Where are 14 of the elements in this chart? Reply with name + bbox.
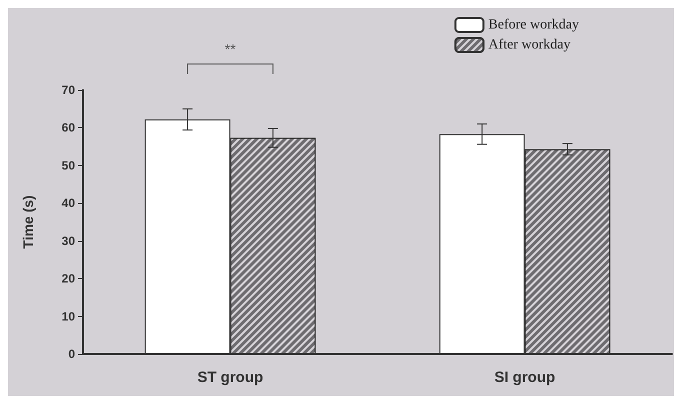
y-tick-label: 70	[62, 83, 76, 97]
text: **	[224, 41, 236, 57]
legend-label: After workday	[488, 38, 570, 52]
x-tick-label: ST group	[197, 369, 264, 386]
y-tick-label: 40	[62, 196, 76, 210]
x-tick-label: SI group	[494, 369, 556, 386]
y-axis-title: Time (s)	[20, 195, 36, 249]
y-tick-label: 50	[62, 158, 76, 172]
y-tick-label: 0	[68, 347, 76, 361]
y-tick-label: 60	[62, 120, 76, 135]
legend-label: Before workday	[488, 18, 579, 32]
y-tick-label: 10	[62, 309, 76, 324]
y-tick-label: 20	[62, 272, 76, 286]
y-tick-label: 30	[62, 234, 76, 248]
